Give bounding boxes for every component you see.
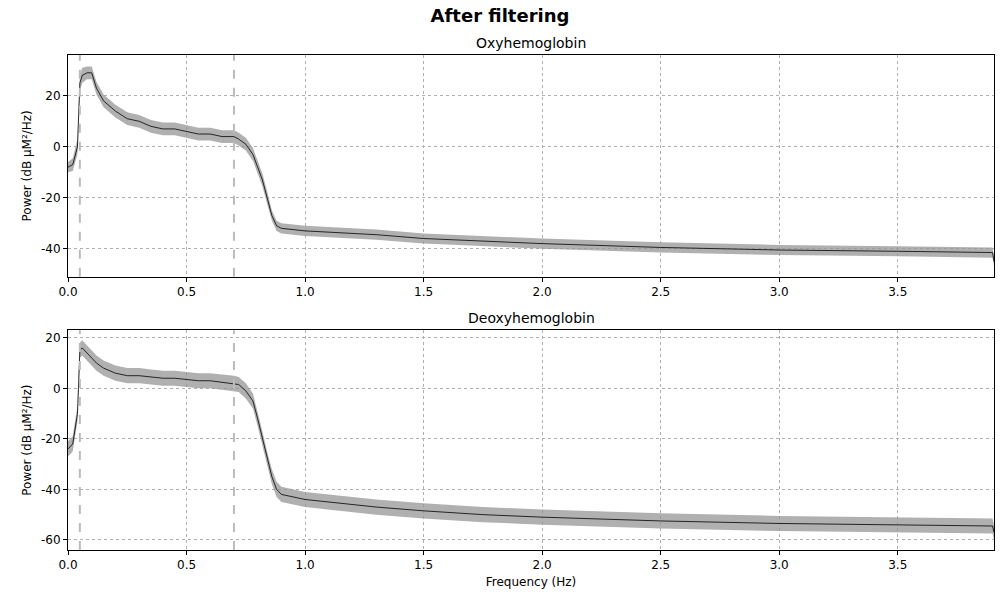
svg-text:Deoxyhemoglobin: Deoxyhemoglobin [468, 310, 595, 326]
svg-text:2.5: 2.5 [651, 558, 670, 572]
svg-text:1.5: 1.5 [414, 285, 433, 299]
svg-text:0.5: 0.5 [177, 285, 196, 299]
svg-text:3.5: 3.5 [888, 285, 907, 299]
svg-text:1.5: 1.5 [414, 558, 433, 572]
svg-text:-40: -40 [41, 242, 61, 256]
svg-text:3.0: 3.0 [770, 558, 789, 572]
svg-text:2.0: 2.0 [533, 285, 552, 299]
svg-text:-60: -60 [41, 533, 61, 547]
svg-text:20: 20 [45, 89, 60, 103]
svg-text:-20: -20 [41, 191, 61, 205]
svg-text:Oxyhemoglobin: Oxyhemoglobin [476, 35, 586, 51]
svg-text:3.5: 3.5 [888, 558, 907, 572]
svg-text:0.0: 0.0 [58, 285, 77, 299]
svg-text:Power (dB µM²/Hz): Power (dB µM²/Hz) [20, 110, 34, 221]
svg-text:-20: -20 [41, 432, 61, 446]
svg-text:After filtering: After filtering [431, 5, 570, 26]
svg-text:2.0: 2.0 [533, 558, 552, 572]
svg-text:20: 20 [45, 331, 60, 345]
svg-text:1.0: 1.0 [296, 285, 315, 299]
svg-text:0: 0 [53, 382, 61, 396]
svg-text:Power (dB µM²/Hz): Power (dB µM²/Hz) [20, 384, 34, 495]
svg-text:1.0: 1.0 [296, 558, 315, 572]
svg-text:Frequency (Hz): Frequency (Hz) [486, 575, 577, 589]
svg-text:-40: -40 [41, 483, 61, 497]
svg-text:0.5: 0.5 [177, 558, 196, 572]
svg-text:3.0: 3.0 [770, 285, 789, 299]
svg-text:0: 0 [53, 140, 61, 154]
svg-text:0.0: 0.0 [58, 558, 77, 572]
svg-text:2.5: 2.5 [651, 285, 670, 299]
